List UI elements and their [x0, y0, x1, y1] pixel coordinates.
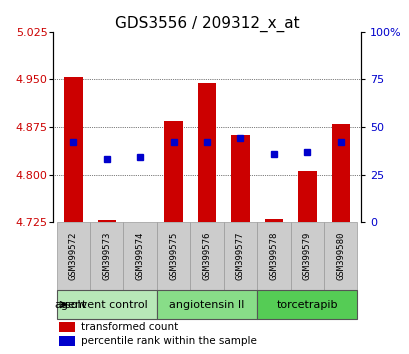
Bar [331, 125, 349, 222]
Bar [198, 83, 216, 222]
Text: GSM399578: GSM399578 [269, 232, 278, 280]
Bar [190, 222, 223, 290]
Text: solvent control: solvent control [65, 299, 148, 310]
Text: torcetrapib: torcetrapib [276, 299, 337, 310]
Bar [56, 222, 90, 290]
Bar [256, 222, 290, 290]
Bar [59, 336, 74, 346]
Text: GSM399577: GSM399577 [236, 232, 244, 280]
Bar [97, 220, 116, 222]
Bar [256, 290, 357, 319]
Text: percentile rank within the sample: percentile rank within the sample [81, 336, 256, 346]
Bar [231, 135, 249, 222]
Text: agent: agent [54, 299, 86, 310]
Text: GSM399573: GSM399573 [102, 232, 111, 280]
Bar [290, 222, 323, 290]
Text: GSM399576: GSM399576 [202, 232, 211, 280]
Bar [59, 322, 74, 332]
Bar [157, 290, 256, 319]
Bar [157, 222, 190, 290]
Bar [131, 222, 149, 227]
Bar [223, 222, 256, 290]
Bar [164, 121, 182, 222]
Text: angiotensin II: angiotensin II [169, 299, 244, 310]
Text: transformed count: transformed count [81, 322, 178, 332]
Text: GSM399574: GSM399574 [135, 232, 144, 280]
Text: GSM399572: GSM399572 [69, 232, 78, 280]
Bar [323, 222, 357, 290]
Title: GDS3556 / 209312_x_at: GDS3556 / 209312_x_at [115, 16, 299, 32]
Text: GSM399579: GSM399579 [302, 232, 311, 280]
Text: GSM399580: GSM399580 [335, 232, 344, 280]
Bar [123, 222, 157, 290]
Bar [264, 219, 282, 222]
Text: GSM399575: GSM399575 [169, 232, 178, 280]
Bar [297, 171, 316, 222]
Bar [56, 290, 157, 319]
Bar [64, 77, 82, 222]
Bar [90, 222, 123, 290]
